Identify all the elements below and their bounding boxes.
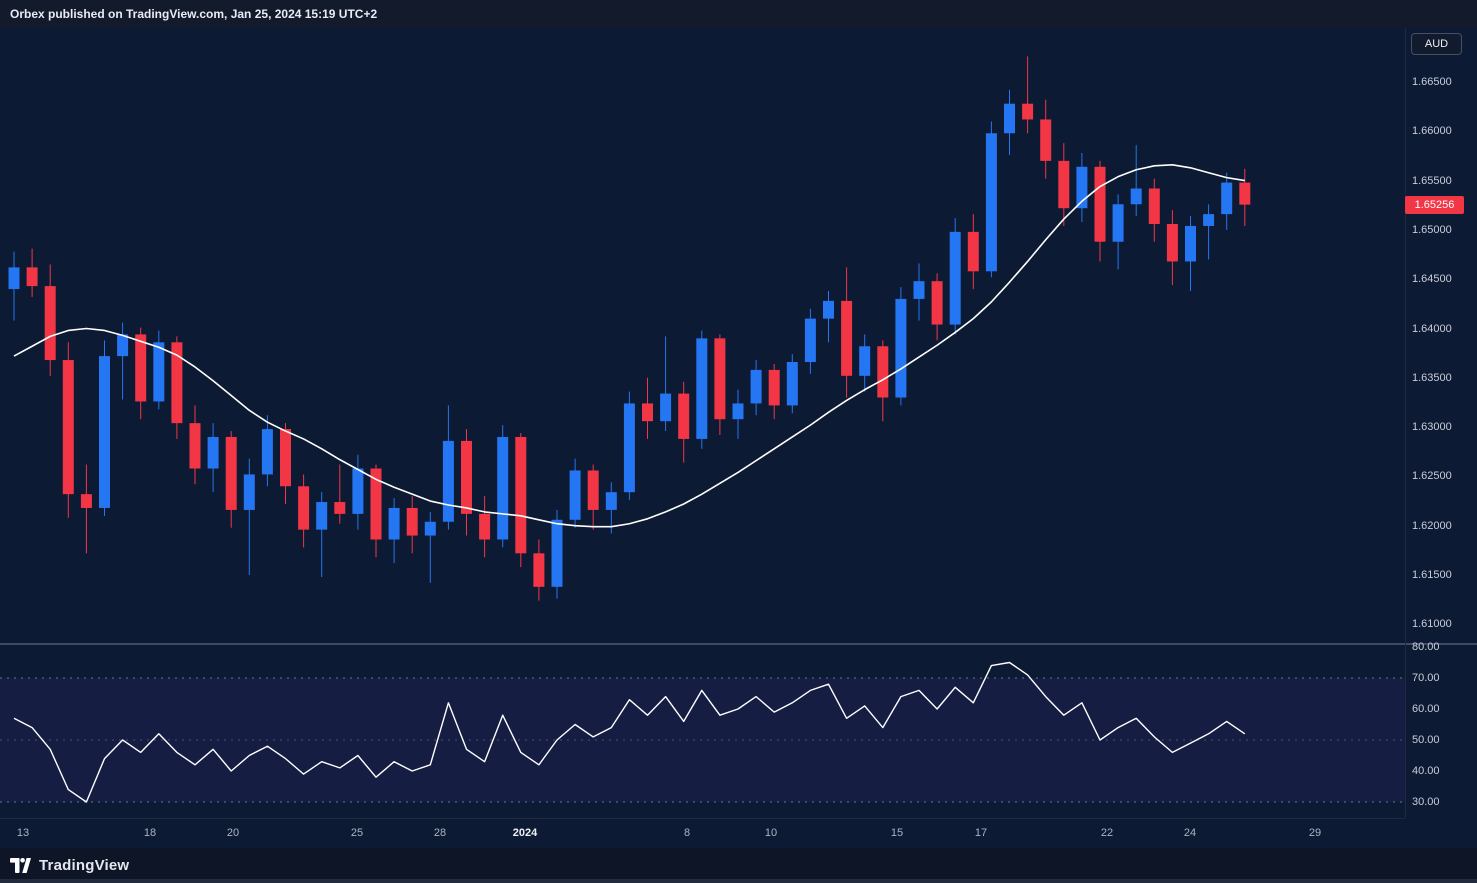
price-axis-label: 1.61500: [1412, 569, 1452, 581]
time-axis-label: 18: [143, 827, 157, 839]
time-axis-label: 8: [683, 827, 691, 839]
time-axis-label: 2024: [512, 827, 538, 839]
time-axis-label: 15: [890, 827, 904, 839]
price-axis[interactable]: 1.66500 1.66000 1.65500 1.65000 1.64500 1.640…: [1405, 28, 1477, 818]
attribution-bar: Orbex published on TradingView.com, Jan …: [0, 0, 1477, 28]
price-axis-label: 1.63500: [1412, 371, 1452, 384]
time-axis-label: 25: [350, 827, 364, 839]
attribution-text: Orbex published on TradingView.com, Jan …: [10, 7, 378, 21]
price-axis-label: 1.61000: [1412, 618, 1452, 631]
price-axis-label: 1.65000: [1412, 223, 1452, 236]
price-axis-label: 1.62000: [1412, 519, 1452, 532]
price-axis-label: 1.64500: [1412, 273, 1452, 286]
time-axis-label: 13: [16, 827, 30, 839]
time-axis-label: 20: [226, 827, 240, 839]
time-axis-label: 17: [974, 827, 988, 839]
time-axis-label: 24: [1183, 827, 1197, 839]
tradingview-brand[interactable]: TradingView: [39, 857, 130, 874]
price-axis-label: 1.65500: [1412, 174, 1452, 187]
bottom-scroll-strip: [0, 879, 1477, 883]
rsi-axis-label: 70.00: [1412, 672, 1440, 684]
price-axis-label: 1.64000: [1412, 322, 1452, 335]
time-axis-label: 22: [1100, 827, 1114, 839]
last-price-label: 1.65256: [1405, 195, 1464, 214]
price-axis-label: 1.63000: [1412, 421, 1452, 434]
rsi-axis-label: 60.00: [1412, 703, 1440, 715]
rsi-axis-label: 30.00: [1412, 796, 1440, 808]
price-axis-label: 1.66500: [1412, 76, 1452, 88]
time-axis-label: 29: [1308, 827, 1322, 839]
footer-bar: TradingView: [0, 848, 1477, 883]
time-axis-label: 28: [433, 827, 447, 839]
currency-badge[interactable]: AUD: [1411, 33, 1462, 55]
price-axis-label: 1.66000: [1412, 125, 1452, 138]
time-axis[interactable]: 13 18 20 25 28 2024 8 10 15 17 22 24 29: [0, 826, 1405, 846]
price-axis-label: 1.62500: [1412, 470, 1452, 483]
rsi-axis-label: 80.00: [1412, 641, 1440, 653]
tradingview-logo-icon[interactable]: [10, 858, 31, 873]
rsi-axis-label: 40.00: [1412, 765, 1440, 777]
time-axis-label: 10: [764, 827, 778, 839]
rsi-axis-label: 50.00: [1412, 734, 1440, 746]
